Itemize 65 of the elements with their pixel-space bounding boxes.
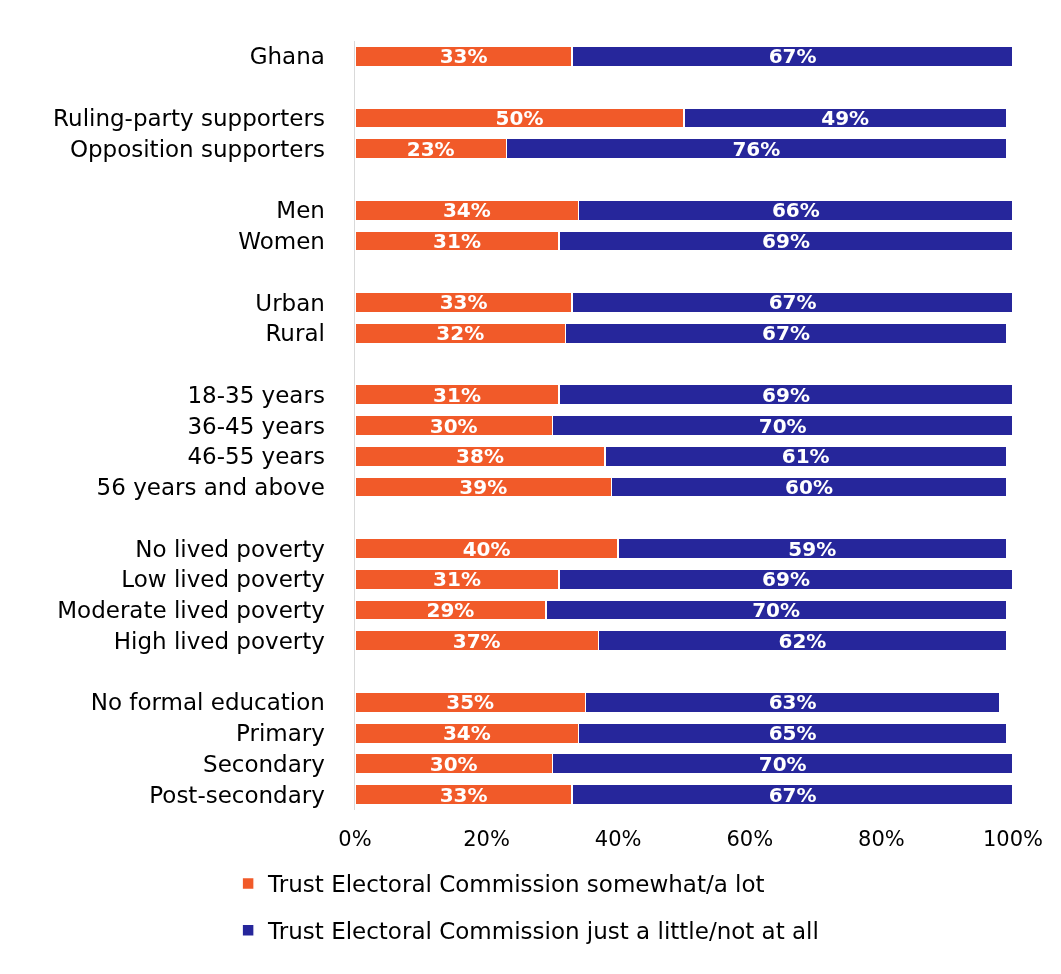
y-tick-label: Primary bbox=[236, 720, 325, 747]
y-tick-label: 18-35 years bbox=[187, 381, 325, 408]
y-tick-label: 56 years and above bbox=[96, 474, 325, 501]
data-label: 33% bbox=[439, 290, 488, 315]
y-tick-label: No formal education bbox=[90, 689, 325, 716]
y-tick-label: Secondary bbox=[203, 750, 325, 777]
legend-label: Trust Electoral Commission somewhat/a lot bbox=[267, 871, 765, 898]
data-label: 38% bbox=[456, 444, 504, 469]
x-tick-label: 60% bbox=[726, 827, 774, 851]
data-label: 35% bbox=[446, 690, 495, 715]
data-label: 67% bbox=[762, 321, 810, 346]
data-label: 32% bbox=[436, 321, 485, 346]
data-label: 76% bbox=[732, 136, 781, 161]
data-label: 49% bbox=[821, 105, 870, 130]
data-label: 40% bbox=[462, 536, 511, 561]
data-label: 34% bbox=[442, 721, 491, 746]
y-tick-label: Ghana bbox=[249, 43, 325, 70]
x-tick-label: 40% bbox=[594, 827, 642, 851]
y-tick-label: Men bbox=[276, 197, 325, 224]
data-label: 30% bbox=[429, 751, 478, 776]
data-label: 66% bbox=[771, 198, 820, 223]
y-tick-label: No lived poverty bbox=[135, 535, 325, 562]
y-tick-label: 46-55 years bbox=[187, 443, 325, 470]
data-label: 30% bbox=[429, 413, 478, 438]
y-tick-label: 36-45 years bbox=[187, 412, 325, 439]
y-tick-label: Moderate lived poverty bbox=[57, 597, 325, 624]
data-label: 39% bbox=[459, 475, 508, 500]
data-label: 63% bbox=[768, 690, 817, 715]
data-label: 37% bbox=[452, 628, 501, 653]
y-tick-label: Post-secondary bbox=[149, 781, 325, 808]
x-tick-label: 20% bbox=[463, 827, 510, 851]
data-label: 67% bbox=[768, 782, 817, 807]
data-label: 69% bbox=[762, 382, 810, 407]
x-tick-label: 80% bbox=[858, 827, 905, 851]
data-label: 29% bbox=[426, 598, 475, 623]
y-tick-label: Rural bbox=[265, 320, 325, 347]
data-label: 67% bbox=[768, 290, 817, 315]
data-label: 31% bbox=[433, 567, 481, 592]
data-label: 69% bbox=[762, 567, 810, 592]
y-tick-label: High lived poverty bbox=[113, 627, 325, 654]
data-label: 69% bbox=[762, 228, 810, 253]
y-tick-label: Women bbox=[238, 227, 325, 254]
y-tick-label: Low lived poverty bbox=[121, 566, 325, 593]
y-tick-label: Ruling-party supporters bbox=[53, 104, 325, 131]
data-label: 70% bbox=[752, 598, 801, 623]
y-tick-label: Urban bbox=[255, 289, 325, 316]
data-label: 33% bbox=[439, 44, 488, 69]
data-label: 62% bbox=[778, 628, 827, 653]
data-label: 67% bbox=[768, 44, 817, 69]
data-label: 23% bbox=[406, 136, 455, 161]
data-label: 50% bbox=[495, 105, 544, 130]
x-tick-label: 0% bbox=[338, 827, 372, 851]
data-label: 59% bbox=[788, 536, 837, 561]
data-label: 61% bbox=[781, 444, 830, 469]
y-tick-label: Opposition supporters bbox=[69, 135, 325, 162]
data-label: 60% bbox=[785, 475, 833, 500]
legend-label: Trust Electoral Commission just a little/not at all bbox=[267, 918, 819, 945]
data-label: 65% bbox=[768, 721, 817, 746]
data-label: 70% bbox=[758, 751, 807, 776]
data-label: 33% bbox=[439, 782, 488, 807]
data-label: 34% bbox=[442, 198, 491, 223]
data-label: 31% bbox=[433, 228, 481, 253]
data-label: 31% bbox=[433, 382, 481, 407]
x-tick-label: 100% bbox=[982, 827, 1044, 851]
data-label: 70% bbox=[758, 413, 807, 438]
